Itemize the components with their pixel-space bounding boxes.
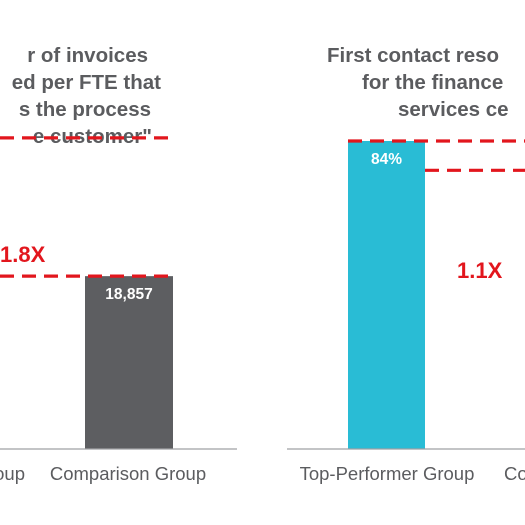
left-title-line-1: r of invoices (27, 44, 148, 67)
left-chart: r of invoices ed per FTE that s the proc… (0, 44, 237, 484)
left-multiplier-label: 1.8X (0, 242, 46, 267)
right-title-line-1: First contact reso (327, 44, 499, 67)
right-bar-0 (348, 141, 425, 449)
right-multiplier-label: 1.1X (457, 258, 503, 283)
left-x-tick-0: oup (0, 463, 25, 484)
right-x-tick-1: Co (504, 463, 525, 484)
right-title-line-3: services ce (398, 98, 509, 121)
right-value-label-0: 84% (371, 151, 402, 168)
left-value-label-1: 18,857 (105, 286, 152, 303)
right-title-line-2: for the finance (362, 71, 503, 94)
right-chart: First contact reso for the finance servi… (287, 44, 525, 484)
left-title-line-2: ed per FTE that (12, 71, 161, 94)
left-title-line-3: s the process (19, 98, 151, 121)
left-x-tick-1: Comparison Group (50, 463, 206, 484)
left-bar-1 (85, 276, 173, 449)
right-x-tick-0: Top-Performer Group (300, 463, 475, 484)
